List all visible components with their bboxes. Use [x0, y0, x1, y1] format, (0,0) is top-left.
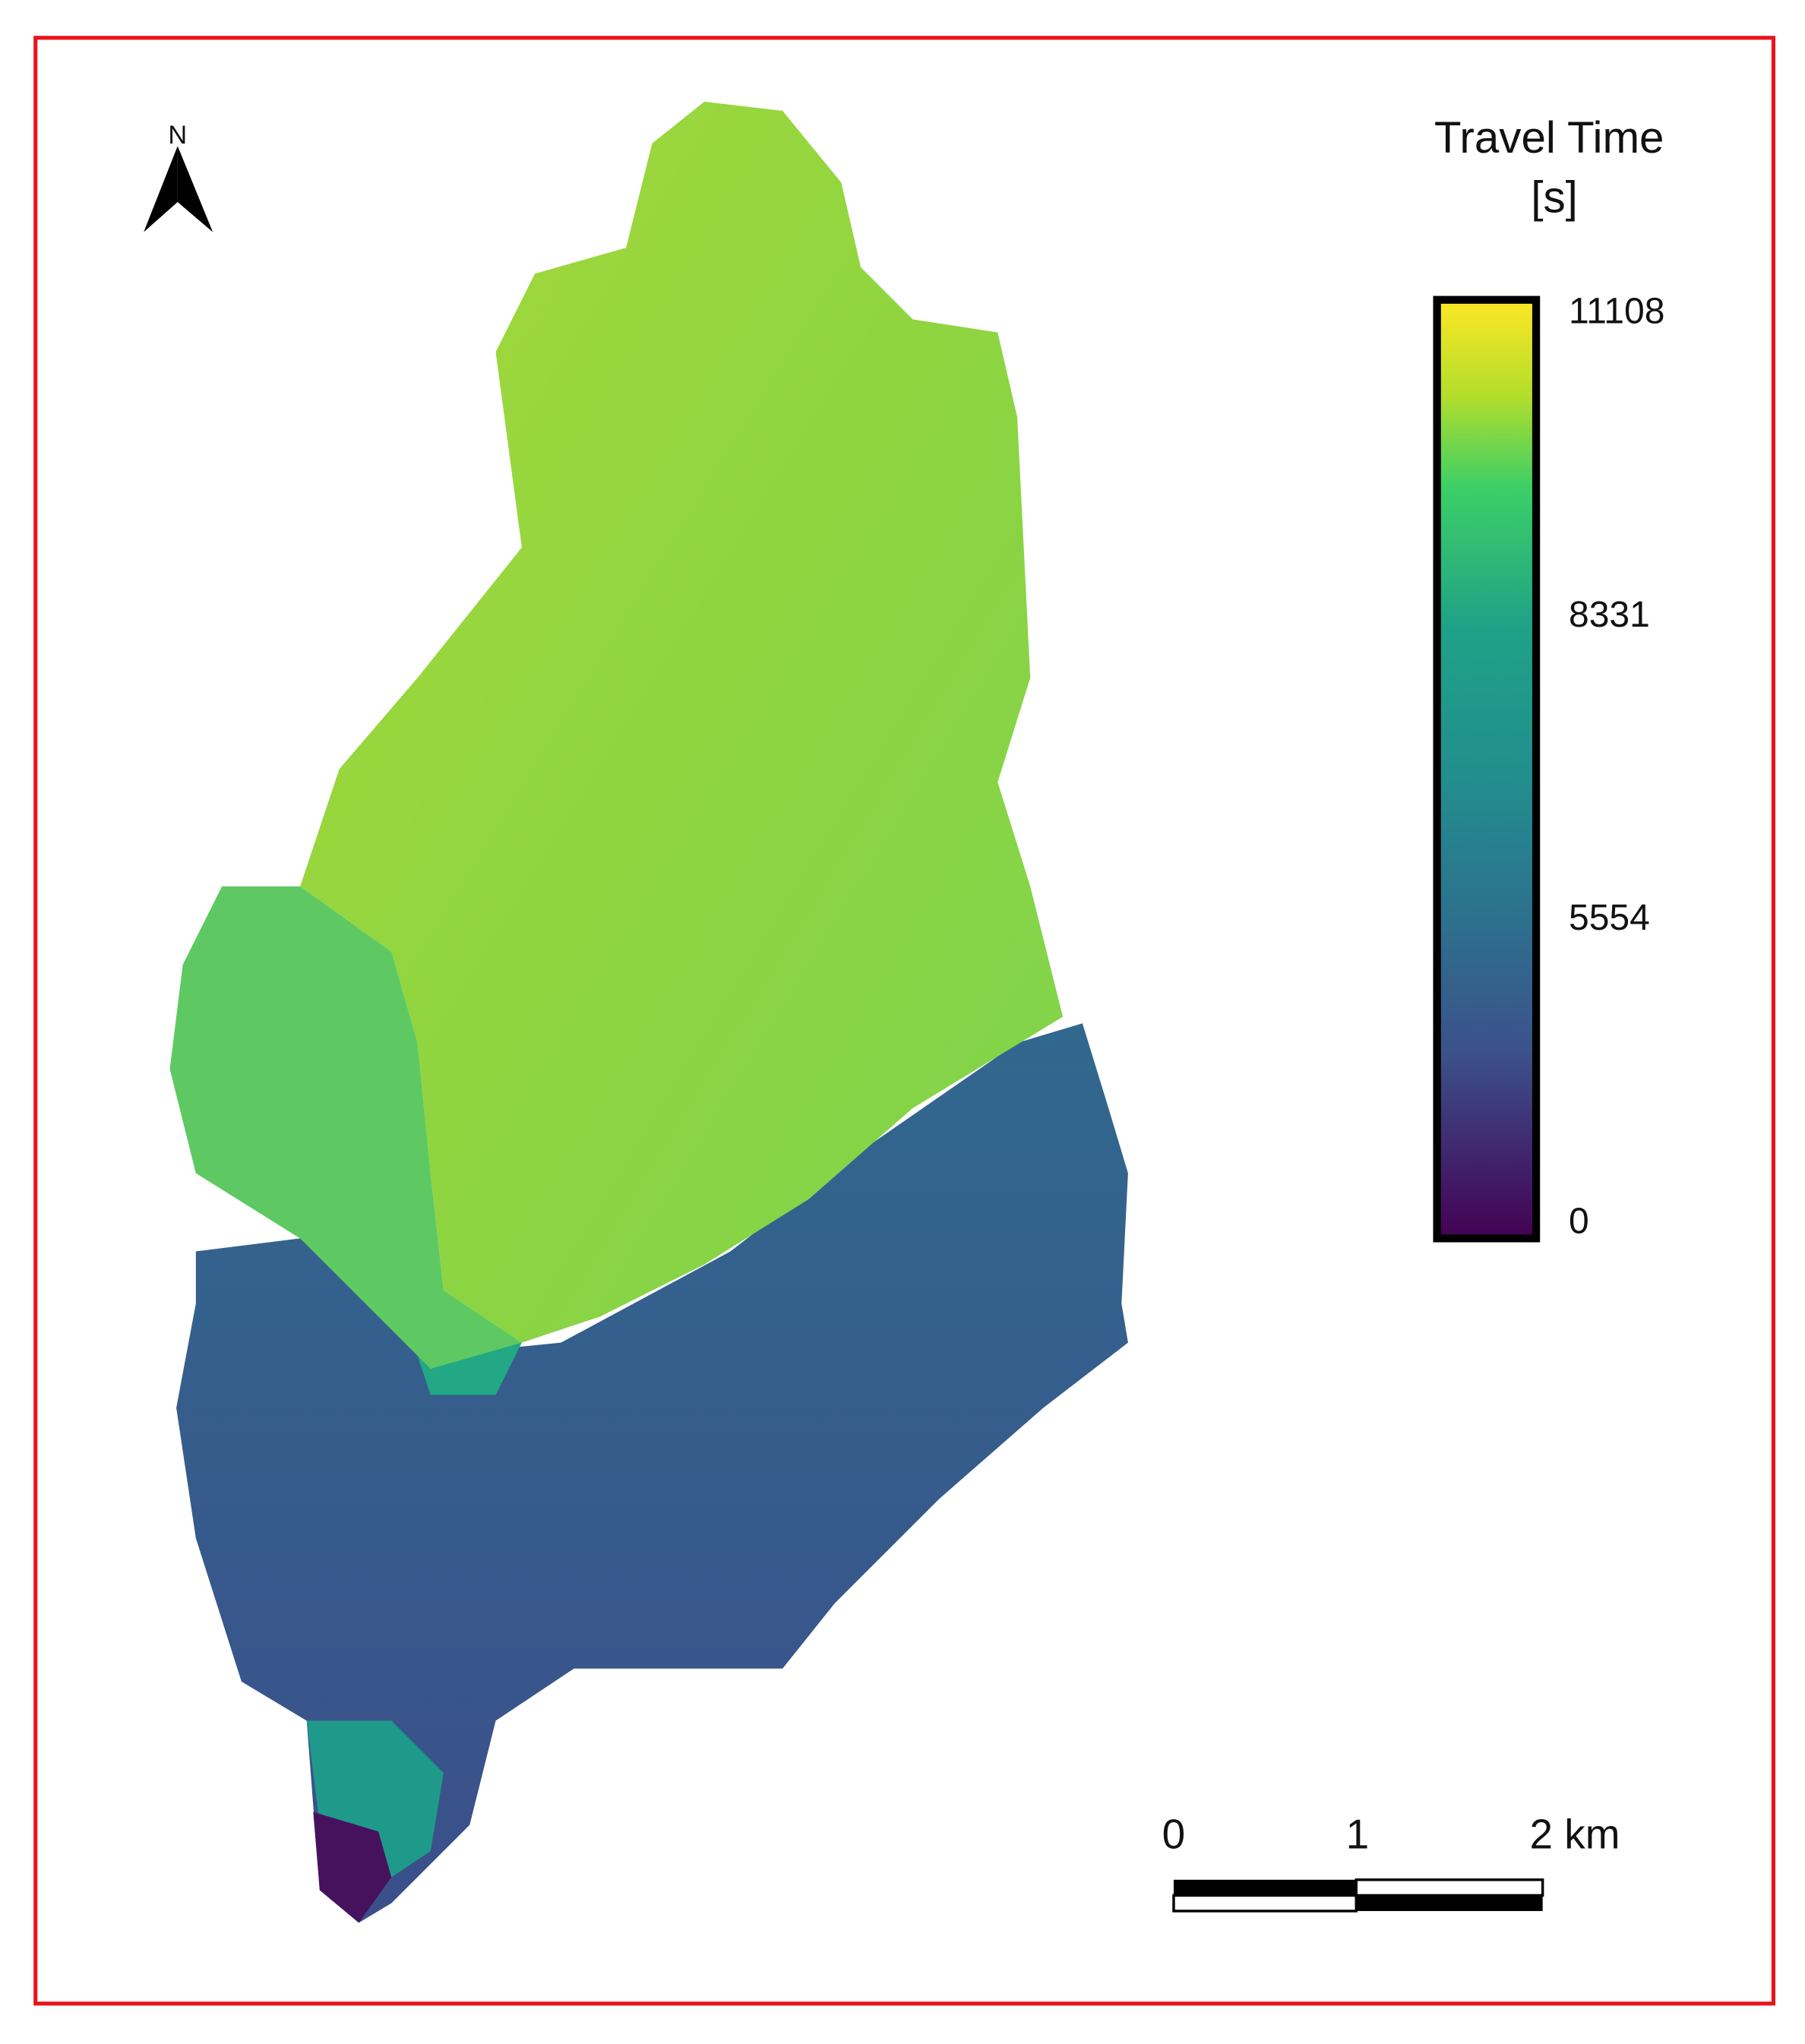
scale-segment — [1172, 1894, 1358, 1913]
arrow-right — [177, 146, 213, 232]
region-lower — [176, 1023, 1128, 1923]
scale-bar: 0 1 2 km — [1162, 1811, 1620, 1913]
region-upper — [300, 101, 1064, 1343]
legend-tick-label: 8331 — [1569, 595, 1650, 635]
scale-label: 1 — [1346, 1811, 1370, 1858]
region-outlet — [313, 1812, 392, 1923]
scale-label: 0 — [1162, 1811, 1186, 1858]
arrow-left — [144, 146, 178, 232]
legend-unit: [s] — [1531, 173, 1578, 223]
scale-segment — [1356, 1895, 1543, 1911]
north-label: N — [168, 121, 187, 150]
legend-tick-label: 0 — [1569, 1202, 1589, 1242]
scale-segment — [1173, 1879, 1357, 1896]
region-left — [169, 886, 522, 1370]
legend-tick-label: 5554 — [1569, 898, 1650, 938]
color-bar — [1433, 295, 1541, 1243]
scale-segment — [1355, 1878, 1544, 1897]
legend-tick-label: 11108 — [1569, 292, 1664, 332]
scale-label: 2 km — [1529, 1811, 1620, 1858]
watershed — [169, 101, 1128, 1923]
north-arrow: N — [144, 121, 213, 232]
legend: Travel Time [s] 11108 8331 5554 0 — [1433, 113, 1664, 1243]
legend-title: Travel Time — [1434, 113, 1664, 163]
